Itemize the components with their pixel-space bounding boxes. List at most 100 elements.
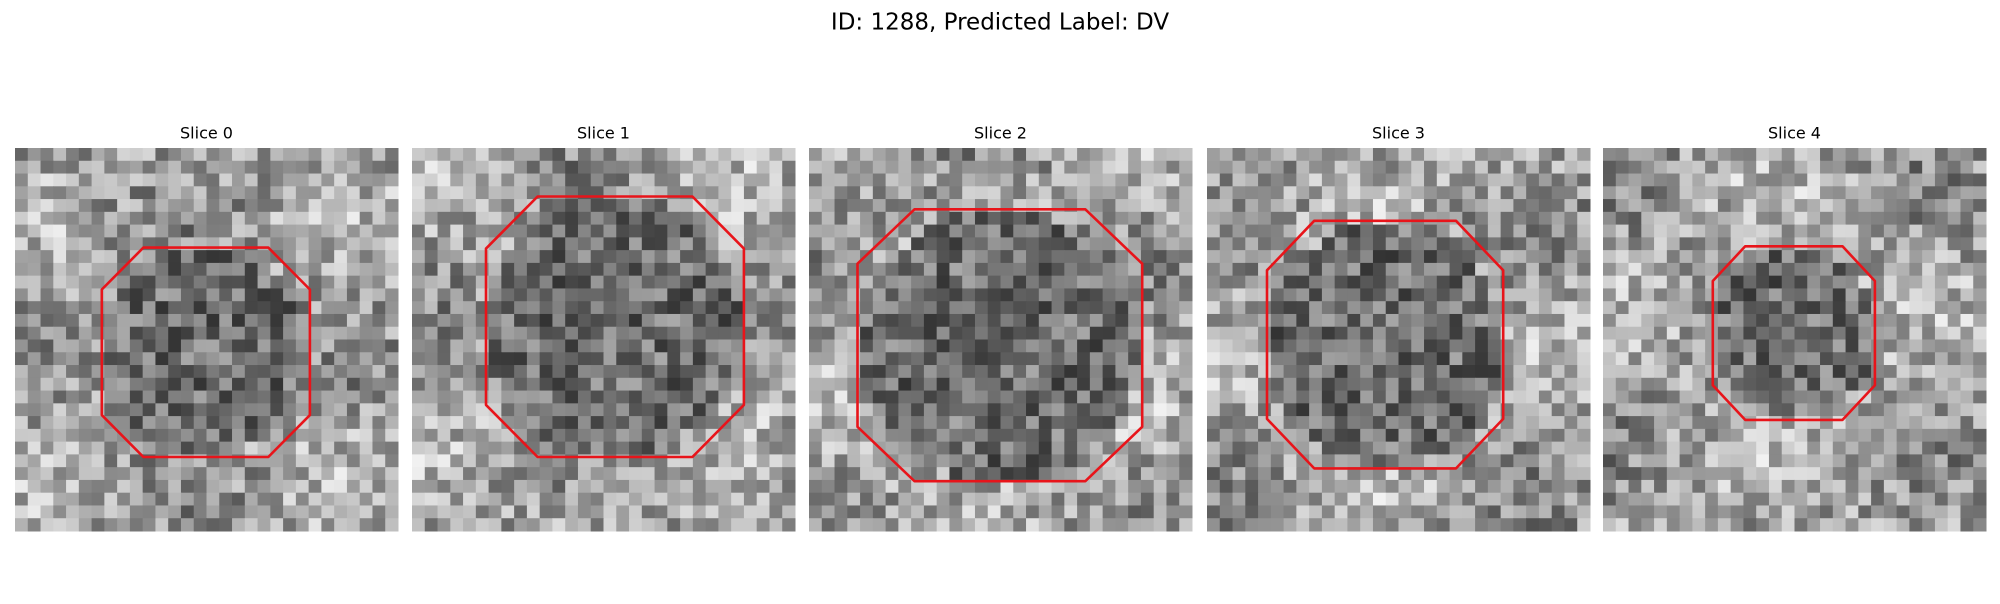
pixel bbox=[424, 467, 439, 481]
pixel bbox=[629, 416, 643, 430]
pixel bbox=[385, 352, 399, 366]
pixel bbox=[718, 365, 732, 379]
pixel bbox=[1258, 352, 1272, 366]
pixel bbox=[1411, 262, 1425, 277]
pixel bbox=[1756, 377, 1770, 392]
pixel bbox=[1232, 492, 1246, 506]
pixel bbox=[66, 237, 80, 251]
pixel bbox=[193, 492, 207, 506]
pixel bbox=[1743, 224, 1757, 238]
pixel bbox=[450, 467, 464, 481]
pixel bbox=[372, 492, 386, 506]
pixel bbox=[1385, 518, 1399, 532]
pixel bbox=[168, 160, 182, 175]
pixel bbox=[1283, 313, 1297, 328]
pixel bbox=[1845, 326, 1859, 340]
pixel bbox=[15, 275, 29, 289]
pixel bbox=[168, 518, 182, 532]
pixel bbox=[450, 390, 464, 404]
pixel bbox=[1794, 428, 1808, 443]
pixel bbox=[142, 313, 156, 328]
pixel bbox=[1947, 301, 1961, 315]
pixel bbox=[1424, 441, 1438, 455]
pixel bbox=[974, 313, 989, 328]
pixel bbox=[206, 441, 220, 455]
pixel bbox=[1564, 352, 1578, 366]
pixel bbox=[1781, 275, 1795, 289]
pixel bbox=[1013, 377, 1027, 392]
pixel bbox=[974, 186, 989, 200]
pixel bbox=[1128, 518, 1142, 532]
pixel bbox=[911, 365, 925, 379]
pixel bbox=[718, 199, 732, 213]
pixel bbox=[117, 403, 131, 417]
pixel bbox=[155, 352, 169, 366]
pixel bbox=[1603, 505, 1617, 519]
pixel bbox=[590, 173, 604, 187]
pixel bbox=[1960, 454, 1974, 468]
pixel bbox=[1347, 377, 1361, 392]
pixel bbox=[526, 301, 541, 315]
pixel bbox=[949, 173, 963, 187]
pixel bbox=[232, 492, 246, 506]
pixel bbox=[705, 416, 719, 430]
pixel bbox=[1973, 428, 1987, 443]
pixel bbox=[539, 428, 553, 443]
pixel bbox=[1166, 224, 1180, 238]
pixel bbox=[463, 301, 477, 315]
pixel bbox=[809, 390, 823, 404]
pixel bbox=[270, 479, 284, 494]
pixel bbox=[1858, 416, 1872, 430]
pixel bbox=[936, 148, 950, 162]
pixel bbox=[308, 250, 322, 264]
pixel bbox=[424, 377, 439, 392]
pixel bbox=[1089, 377, 1104, 392]
pixel bbox=[1679, 428, 1693, 443]
pixel bbox=[1077, 186, 1091, 200]
pixel bbox=[1743, 211, 1757, 226]
pixel bbox=[974, 288, 989, 302]
pixel bbox=[257, 479, 271, 494]
pixel bbox=[1909, 148, 1923, 162]
pixel bbox=[142, 288, 156, 302]
pixel bbox=[1654, 454, 1668, 468]
pixel bbox=[1411, 428, 1425, 443]
pixel bbox=[782, 454, 796, 468]
pixel bbox=[232, 186, 246, 200]
pixel bbox=[475, 492, 490, 506]
pixel bbox=[1807, 199, 1821, 213]
pixel bbox=[66, 365, 80, 379]
pixel bbox=[78, 224, 93, 238]
pixel bbox=[692, 275, 707, 289]
pixel bbox=[1603, 339, 1617, 353]
pixel bbox=[1538, 492, 1553, 506]
pixel bbox=[667, 160, 681, 175]
pixel bbox=[1577, 492, 1591, 506]
pixel bbox=[1245, 428, 1259, 443]
pixel bbox=[1896, 365, 1910, 379]
pixel bbox=[1283, 492, 1297, 506]
pixel bbox=[1807, 479, 1821, 494]
pixel bbox=[1896, 148, 1910, 162]
pixel bbox=[1883, 390, 1898, 404]
pixel bbox=[78, 148, 93, 162]
pixel bbox=[1807, 237, 1821, 251]
pixel bbox=[475, 467, 490, 481]
pixel bbox=[1973, 199, 1987, 213]
pixel bbox=[1768, 428, 1783, 443]
pixel bbox=[1947, 160, 1961, 175]
pixel bbox=[1896, 339, 1910, 353]
pixel bbox=[334, 313, 348, 328]
pixel bbox=[1051, 428, 1065, 443]
pixel bbox=[180, 275, 195, 289]
pixel bbox=[590, 199, 604, 213]
pixel bbox=[987, 173, 1001, 187]
pixel bbox=[680, 518, 694, 532]
pixel bbox=[1654, 365, 1668, 379]
pixel bbox=[1089, 505, 1104, 519]
pixel bbox=[412, 352, 426, 366]
pixel bbox=[1666, 339, 1681, 353]
pixel bbox=[616, 224, 630, 238]
pixel bbox=[206, 160, 220, 175]
pixel bbox=[654, 160, 668, 175]
